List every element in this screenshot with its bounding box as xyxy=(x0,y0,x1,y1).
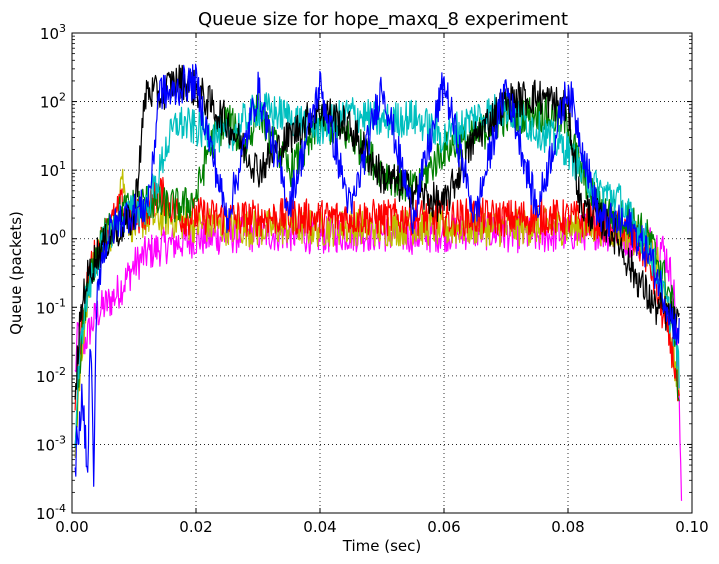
y-tick-label: 102 xyxy=(40,91,66,112)
series-line-6 xyxy=(74,64,680,400)
y-tick-label-base: 10 xyxy=(40,25,59,43)
y-tick-label-base: 10 xyxy=(36,436,55,454)
x-tick-labels: 0.00 0.02 0.04 0.06 0.08 0.10 xyxy=(55,518,708,536)
y-tick-label-exponent: -2 xyxy=(55,365,66,378)
series-line-5 xyxy=(74,92,680,447)
axis-ticks xyxy=(71,32,693,514)
plot-frame xyxy=(71,32,693,514)
y-tick-label: 10-1 xyxy=(36,296,66,317)
plot-area xyxy=(74,63,683,501)
x-tick-label: 0.00 xyxy=(55,518,88,536)
y-tick-label-base: 10 xyxy=(36,505,55,523)
series-line-7 xyxy=(74,63,680,487)
series-line-3 xyxy=(74,176,680,411)
y-axis-label: Queue (packets) xyxy=(7,211,25,335)
y-tick-label-exponent: 2 xyxy=(59,91,66,104)
y-tick-label-exponent: -1 xyxy=(55,296,66,309)
x-tick-label: 0.10 xyxy=(675,518,708,536)
y-tick-label-base: 10 xyxy=(36,368,55,386)
y-tick-label-exponent: 0 xyxy=(59,228,66,241)
y-tick-label: 103 xyxy=(40,22,66,43)
y-tick-label-exponent: -4 xyxy=(55,502,66,515)
x-tick-label: 0.04 xyxy=(303,518,336,536)
y-tick-label-exponent: 3 xyxy=(59,22,66,35)
y-tick-label: 10-4 xyxy=(36,502,66,523)
y-tick-label: 101 xyxy=(40,159,66,180)
y-tick-label: 100 xyxy=(40,228,66,249)
y-tick-label: 10-3 xyxy=(36,433,66,454)
x-tick-label: 0.06 xyxy=(427,518,460,536)
y-tick-label-exponent: -3 xyxy=(55,433,66,446)
y-tick-label-base: 10 xyxy=(40,231,59,249)
x-tick-label: 0.02 xyxy=(179,518,212,536)
y-tick-label-base: 10 xyxy=(40,94,59,112)
y-tick-label-exponent: 1 xyxy=(59,159,66,172)
x-axis-label: Time (sec) xyxy=(342,537,421,555)
chart-title: Queue size for hope_maxq_8 experiment xyxy=(198,9,568,30)
y-tick-label-base: 10 xyxy=(36,299,55,317)
y-tick-label: 10-2 xyxy=(36,365,66,386)
x-tick-label: 0.08 xyxy=(551,518,584,536)
y-tick-label-base: 10 xyxy=(40,162,59,180)
